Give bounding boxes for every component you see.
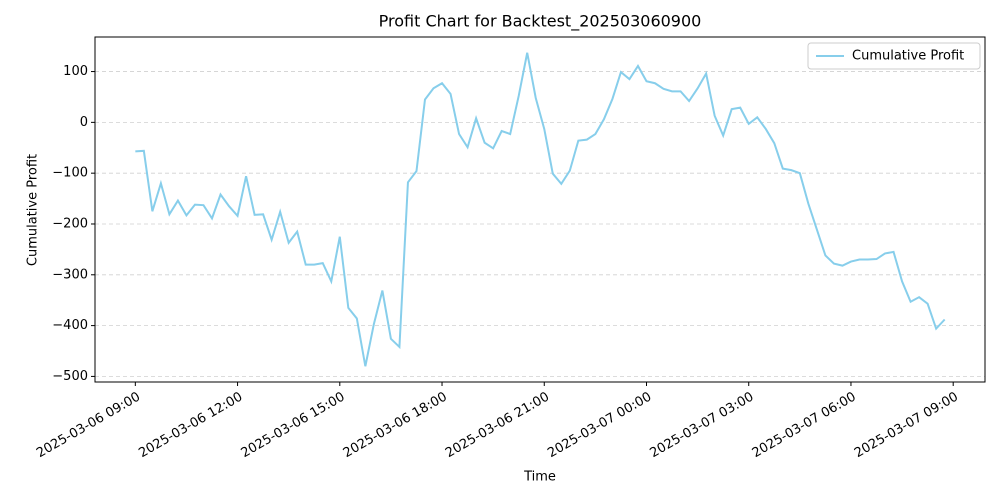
chart-title: Profit Chart for Backtest_202503060900: [379, 12, 702, 32]
y-tick-label: 0: [80, 115, 88, 130]
legend-label: Cumulative Profit: [852, 49, 964, 64]
y-tick-label: −300: [52, 267, 88, 282]
y-tick-label: −500: [52, 369, 88, 384]
y-axis-label: Cumulative Profit: [26, 154, 41, 266]
y-tick-label: −400: [52, 318, 88, 333]
x-axis-label: Time: [523, 470, 556, 485]
y-tick-label: −200: [52, 216, 88, 231]
y-tick-label: −100: [52, 166, 88, 181]
plot-frame: [94, 36, 986, 383]
line-series: [135, 52, 946, 367]
legend-box: [807, 42, 981, 70]
y-tick-label: 100: [63, 64, 88, 79]
